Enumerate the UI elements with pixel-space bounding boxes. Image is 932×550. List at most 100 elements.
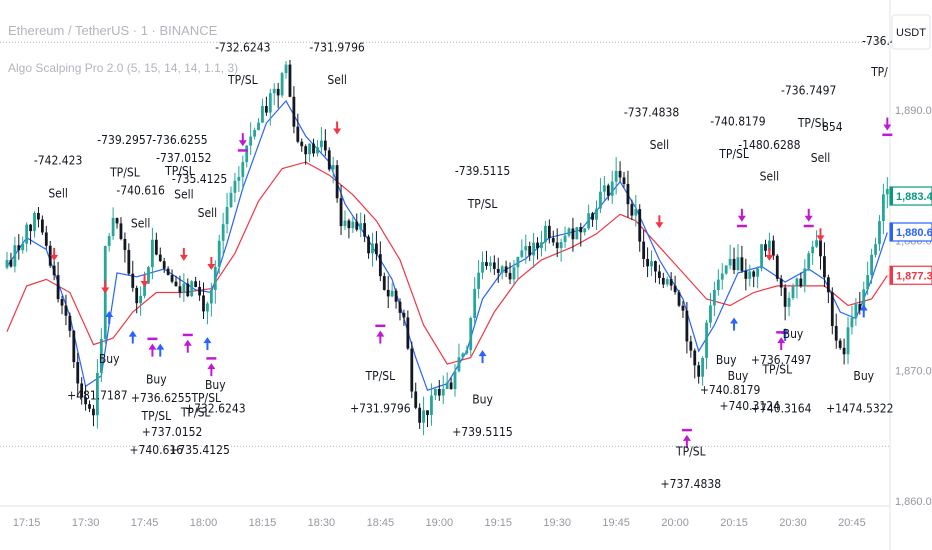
tpsl-arrow-down[interactable] — [803, 208, 814, 228]
candle-up[interactable] — [261, 106, 264, 123]
candle-down[interactable] — [335, 165, 339, 199]
candle-down[interactable] — [52, 265, 56, 276]
candle-down[interactable] — [414, 391, 418, 408]
candle-down[interactable] — [842, 347, 846, 355]
candle-up[interactable] — [728, 258, 732, 266]
candle-up[interactable] — [713, 289, 716, 306]
candle-down[interactable] — [154, 239, 158, 255]
buy-arrow-up[interactable] — [730, 317, 739, 331]
candle-up[interactable] — [237, 176, 241, 181]
candle-up[interactable] — [473, 288, 477, 318]
tpsl-arrow-down[interactable] — [882, 117, 893, 137]
candle-down[interactable] — [339, 198, 343, 227]
candle-up[interactable] — [441, 389, 445, 396]
indicator-title[interactable]: Algo Scalping Pro 2.0 (5, 15, 14, 14, 1.… — [8, 61, 238, 75]
candle-up[interactable] — [807, 253, 811, 269]
candle-down[interactable] — [292, 96, 296, 127]
candle-up[interactable] — [756, 268, 760, 277]
candle-down[interactable] — [819, 240, 822, 257]
candle-up[interactable] — [225, 207, 229, 225]
candle-up[interactable] — [13, 245, 17, 267]
candle-down[interactable] — [186, 283, 190, 297]
candle-up[interactable] — [748, 271, 752, 279]
tpsl-arrow-down[interactable] — [736, 208, 747, 228]
candle-up[interactable] — [284, 64, 288, 74]
candle-down[interactable] — [60, 299, 64, 306]
candle-down[interactable] — [685, 310, 689, 342]
candle-down[interactable] — [551, 238, 555, 243]
candle-down[interactable] — [426, 410, 429, 415]
candle-up[interactable] — [21, 243, 25, 251]
candle-up[interactable] — [850, 317, 854, 328]
candle-up[interactable] — [245, 145, 249, 163]
candle-down[interactable] — [528, 246, 532, 256]
candle-up[interactable] — [95, 372, 99, 416]
candle-up[interactable] — [587, 213, 591, 229]
candle-down[interactable] — [626, 183, 630, 205]
candle-down[interactable] — [437, 388, 441, 396]
candle-down[interactable] — [838, 340, 842, 348]
candle-down[interactable] — [355, 221, 359, 230]
sell-arrow-down[interactable] — [333, 121, 342, 135]
candle-up[interactable] — [874, 244, 877, 255]
buy-arrow-up[interactable] — [156, 343, 165, 357]
candle-up[interactable] — [241, 162, 245, 177]
candle-up[interactable] — [99, 338, 103, 373]
sell-arrow-down[interactable] — [207, 257, 216, 271]
candle-down[interactable] — [618, 170, 622, 178]
candle-down[interactable] — [508, 272, 512, 280]
candle-down[interactable] — [347, 220, 351, 229]
candle-up[interactable] — [854, 304, 858, 318]
tpsl-arrow-up[interactable] — [182, 333, 193, 353]
tpsl-arrow-up[interactable] — [375, 324, 386, 344]
candle-up[interactable] — [815, 240, 818, 247]
symbol-title[interactable]: Ethereum / TetherUS · 1 · BINANCE — [8, 23, 218, 38]
candle-up[interactable] — [760, 244, 763, 269]
candle-down[interactable] — [547, 225, 551, 239]
candle-up[interactable] — [233, 180, 237, 193]
candle-up[interactable] — [151, 239, 154, 268]
candle-down[interactable] — [858, 304, 862, 311]
candle-down[interactable] — [64, 305, 68, 316]
candle-down[interactable] — [752, 271, 756, 277]
candle-down[interactable] — [398, 301, 402, 313]
candle-down[interactable] — [406, 317, 410, 349]
sell-arrow-down[interactable] — [655, 215, 664, 229]
candle-down[interactable] — [536, 242, 539, 249]
candle-down[interactable] — [80, 383, 84, 398]
candle-up[interactable] — [524, 246, 528, 251]
candle-down[interactable] — [84, 397, 87, 405]
candle-down[interactable] — [48, 245, 52, 266]
candle-down[interactable] — [834, 325, 838, 341]
buy-arrow-up[interactable] — [128, 330, 137, 344]
candle-up[interactable] — [433, 388, 437, 396]
candle-up[interactable] — [139, 295, 143, 304]
candle-down[interactable] — [264, 106, 268, 113]
candle-down[interactable] — [418, 407, 422, 423]
candle-down[interactable] — [29, 224, 32, 232]
candle-up[interactable] — [461, 353, 465, 358]
candle-down[interactable] — [194, 281, 198, 287]
candle-down[interactable] — [72, 330, 76, 363]
candle-up[interactable] — [453, 371, 457, 390]
candle-up[interactable] — [614, 170, 618, 182]
candle-up[interactable] — [595, 208, 598, 220]
candle-down[interactable] — [312, 143, 315, 154]
candle-up[interactable] — [206, 303, 209, 312]
candle-down[interactable] — [485, 262, 488, 266]
candle-down[interactable] — [638, 209, 642, 242]
candle-down[interactable] — [375, 243, 378, 255]
buy-arrow-up[interactable] — [859, 304, 868, 318]
candle-down[interactable] — [76, 362, 80, 384]
candle-down[interactable] — [496, 268, 500, 273]
candle-up[interactable] — [720, 273, 724, 280]
candle-up[interactable] — [709, 305, 712, 323]
candle-down[interactable] — [162, 261, 166, 269]
sell-arrow-down[interactable] — [816, 228, 825, 242]
candle-down[interactable] — [119, 223, 123, 239]
candle-up[interactable] — [610, 181, 614, 196]
candle-down[interactable] — [363, 223, 367, 237]
candle-down[interactable] — [622, 177, 626, 184]
candle-up[interactable] — [422, 410, 425, 423]
candle-down[interactable] — [378, 254, 382, 277]
